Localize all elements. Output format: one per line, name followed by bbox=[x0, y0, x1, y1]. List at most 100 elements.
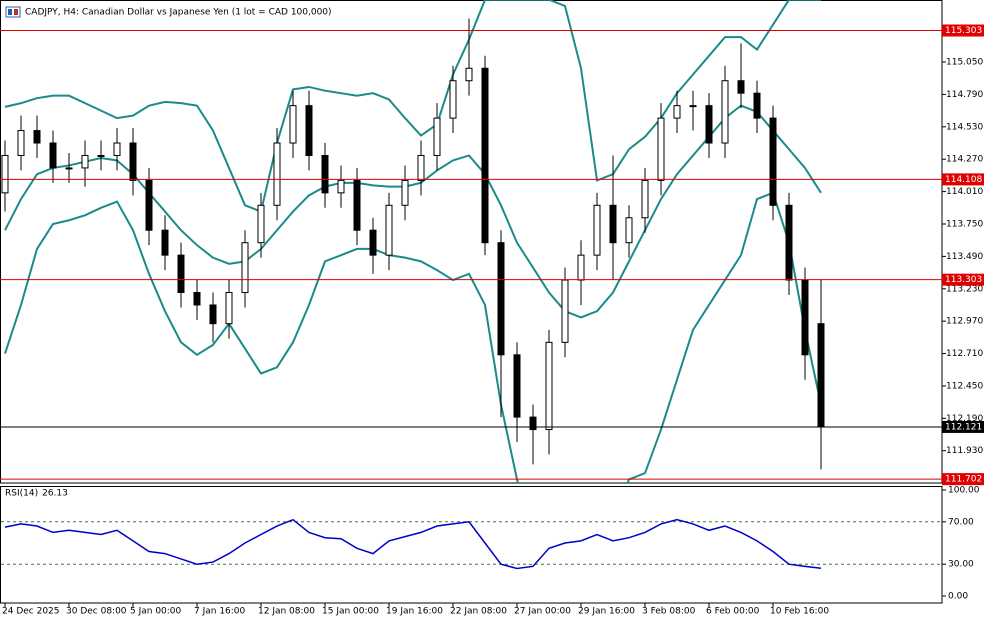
bollinger-band bbox=[4, 104, 822, 319]
candle-body bbox=[193, 292, 201, 306]
candle-body bbox=[337, 179, 345, 194]
candle-body bbox=[17, 130, 25, 156]
candle-body bbox=[497, 242, 505, 356]
candle-body bbox=[241, 242, 249, 294]
candle-body bbox=[561, 279, 569, 343]
rsi-line bbox=[4, 518, 822, 570]
candle-body bbox=[113, 142, 121, 156]
y-tick-label: 114.010 bbox=[946, 187, 983, 197]
bollinger-band bbox=[4, 0, 821, 213]
candle-body bbox=[529, 416, 537, 431]
y-tick-label: 112.190 bbox=[946, 414, 983, 424]
level-label-box bbox=[942, 273, 984, 286]
candle-body bbox=[369, 229, 377, 256]
candle-body bbox=[513, 354, 521, 418]
rsi-y-tick-label: 100.00 bbox=[948, 486, 980, 496]
candle-body bbox=[417, 154, 425, 181]
x-tick-label: 27 Jan 00:00 bbox=[514, 607, 571, 617]
candle-body bbox=[209, 304, 217, 325]
candle-body bbox=[225, 292, 233, 325]
candle-body bbox=[689, 105, 697, 108]
candle-body bbox=[401, 179, 409, 206]
bollinger-band bbox=[4, 191, 822, 483]
rsi-title: RSI(14) bbox=[5, 489, 38, 499]
level-label-box bbox=[942, 173, 984, 186]
candle-body bbox=[769, 117, 777, 206]
y-tick-label: 114.270 bbox=[946, 155, 983, 165]
y-tick-label: 113.230 bbox=[946, 284, 983, 294]
y-tick-label: 112.450 bbox=[946, 381, 983, 391]
rsi-frame bbox=[0, 486, 943, 604]
candle-body bbox=[785, 204, 793, 281]
candle-body bbox=[177, 254, 185, 294]
y-tick-label: 115.050 bbox=[946, 58, 983, 68]
level-label: 113.303 bbox=[945, 275, 982, 285]
candle-body bbox=[1, 154, 9, 194]
x-tick-label: 3 Feb 08:00 bbox=[642, 607, 696, 617]
candle-body bbox=[353, 179, 361, 231]
x-tick-label: 10 Feb 16:00 bbox=[770, 607, 829, 617]
candle-body bbox=[657, 117, 665, 181]
candle-body bbox=[673, 105, 681, 119]
rsi-y-tick-label: 30.00 bbox=[948, 560, 974, 570]
chart-title: CADJPY, H4: Canadian Dollar vs Japanese … bbox=[25, 8, 332, 18]
candle-body bbox=[129, 142, 137, 181]
candle-body bbox=[145, 179, 153, 231]
candle-body bbox=[545, 341, 553, 431]
candle-body bbox=[753, 92, 761, 119]
x-tick-label: 5 Jan 00:00 bbox=[130, 607, 182, 617]
candle-body bbox=[609, 204, 617, 244]
x-tick-label: 19 Jan 16:00 bbox=[386, 607, 443, 617]
candle-body bbox=[817, 323, 825, 428]
candle-body bbox=[481, 67, 489, 244]
candle-body bbox=[289, 105, 297, 144]
level-label: 114.108 bbox=[945, 175, 982, 185]
candle-body bbox=[449, 80, 457, 119]
y-tick-label: 113.490 bbox=[946, 252, 983, 262]
candle-body bbox=[625, 217, 633, 244]
current-price-label: 112.121 bbox=[945, 422, 982, 432]
candle-body bbox=[641, 179, 649, 219]
candle-body bbox=[273, 142, 281, 206]
candle-body bbox=[577, 254, 585, 281]
y-tick-label: 112.710 bbox=[946, 349, 983, 359]
candle-body bbox=[705, 105, 713, 144]
y-tick-label: 114.790 bbox=[946, 90, 983, 100]
x-tick-label: 29 Jan 16:00 bbox=[578, 607, 635, 617]
candle-body bbox=[385, 204, 393, 256]
candle-body bbox=[593, 204, 601, 256]
x-tick-label: 7 Jan 16:00 bbox=[194, 607, 246, 617]
candle-body bbox=[721, 80, 729, 144]
candle-body bbox=[801, 279, 809, 356]
candle-body bbox=[161, 229, 169, 256]
y-tick-label: 112.970 bbox=[946, 317, 983, 327]
title-icon bbox=[5, 6, 21, 18]
y-tick-label: 113.750 bbox=[946, 219, 983, 229]
x-tick-label: 30 Dec 08:00 bbox=[66, 607, 127, 617]
level-label: 111.702 bbox=[945, 475, 982, 485]
y-tick-label: 114.530 bbox=[946, 122, 983, 132]
candle-body bbox=[737, 80, 745, 94]
x-tick-label: 6 Feb 00:00 bbox=[706, 607, 760, 617]
candle-body bbox=[321, 154, 329, 194]
candle-body bbox=[97, 154, 105, 157]
candle-body bbox=[49, 142, 57, 169]
level-label: 115.303 bbox=[945, 26, 982, 36]
rsi-y-tick-label: 70.00 bbox=[948, 517, 974, 527]
candle-body bbox=[305, 105, 313, 156]
rsi-y-tick-label: 0.00 bbox=[948, 592, 968, 602]
rsi-current-value: 26.13 bbox=[42, 489, 68, 499]
current-price-box bbox=[942, 420, 984, 433]
x-tick-label: 12 Jan 08:00 bbox=[258, 607, 315, 617]
candle-body bbox=[65, 167, 73, 170]
y-tick-label: 111.930 bbox=[946, 446, 983, 456]
candle-body bbox=[465, 67, 473, 82]
candle-body bbox=[257, 204, 265, 244]
candle-body bbox=[433, 117, 441, 156]
x-tick-label: 15 Jan 00:00 bbox=[322, 607, 379, 617]
x-tick-label: 22 Jan 08:00 bbox=[450, 607, 507, 617]
candle-body bbox=[33, 130, 41, 144]
x-tick-label: 24 Dec 2025 bbox=[2, 607, 60, 617]
level-label-box bbox=[942, 24, 984, 37]
